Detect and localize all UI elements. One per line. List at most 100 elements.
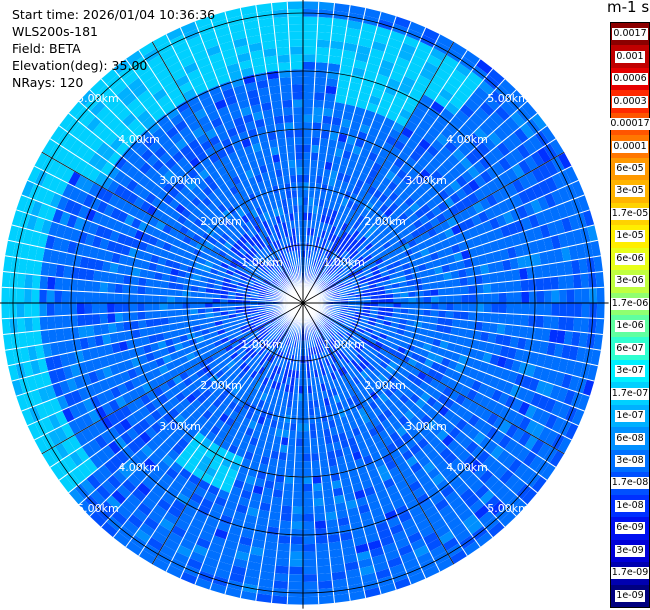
range-gate: [315, 329, 321, 338]
range-gate: [232, 327, 241, 334]
range-gate: [191, 388, 203, 399]
range-gate: [61, 183, 75, 199]
range-gate: [94, 405, 108, 420]
range-gate: [373, 33, 390, 45]
range-gate: [314, 346, 320, 354]
range-gate: [492, 416, 506, 431]
range-gate: [312, 122, 322, 131]
range-gate: [543, 236, 554, 252]
range-gate: [112, 469, 128, 485]
range-gate: [252, 317, 261, 322]
range-gate: [244, 284, 253, 290]
range-gate: [361, 572, 378, 584]
range-gate: [150, 342, 160, 352]
range-gate: [295, 438, 303, 447]
range-gate: [384, 84, 399, 97]
range-gate: [400, 551, 417, 564]
range-gate: [396, 222, 407, 233]
range-gate: [332, 378, 340, 388]
range-gate: [52, 354, 63, 370]
range-gate: [107, 165, 120, 180]
range-gate: [235, 148, 247, 159]
ray-line: [100, 302, 304, 528]
range-gate: [490, 312, 499, 324]
range-gate: [413, 544, 430, 558]
range-gate: [92, 121, 107, 137]
range-gate: [171, 499, 187, 512]
range-gate: [90, 100, 106, 117]
range-gate: [461, 196, 473, 209]
range-gate: [286, 260, 292, 268]
range-gate: [331, 434, 341, 444]
range-gate: [325, 266, 332, 274]
range-gate: [356, 223, 365, 233]
range-gate: [271, 443, 281, 452]
range-gate: [554, 219, 566, 235]
range-gate: [147, 54, 164, 69]
range-gate: [5, 349, 16, 366]
ray-line: [302, 302, 599, 367]
range-gate: [293, 129, 303, 138]
range-gate: [330, 287, 339, 293]
range-gate: [121, 445, 135, 460]
range-gate: [30, 230, 41, 247]
range-gate: [476, 141, 491, 156]
range-gate: [363, 330, 372, 338]
range-gate: [342, 262, 350, 270]
range-gate: [459, 208, 471, 221]
range-gate: [246, 278, 255, 285]
range-gate: [565, 274, 575, 290]
range-gate: [44, 205, 57, 222]
range-gate: [303, 438, 311, 447]
range-gate: [486, 363, 497, 376]
range-gate: [282, 490, 294, 499]
range-gate: [260, 329, 268, 337]
range-gate: [383, 388, 394, 399]
range-gate: [288, 24, 303, 32]
range-gate: [332, 578, 348, 588]
range-gate: [263, 278, 272, 285]
range-gate: [377, 528, 393, 540]
range-gate: [440, 465, 455, 479]
range-gate: [313, 505, 326, 514]
range-gate: [153, 146, 167, 159]
range-gate: [42, 189, 55, 206]
range-gate: [348, 327, 357, 334]
range-gate: [213, 258, 223, 267]
range-gate: [235, 347, 245, 356]
range-gate: [361, 265, 371, 273]
range-gate: [408, 113, 423, 126]
range-gate: [422, 27, 440, 41]
range-gate: [393, 196, 405, 207]
range-gate: [215, 254, 225, 262]
range-gate: [483, 283, 492, 294]
range-gate: [581, 303, 590, 318]
range-gate: [360, 379, 370, 389]
range-gate: [61, 407, 75, 423]
range-gate: [217, 392, 228, 403]
range-gate: [327, 139, 338, 149]
ray-line: [1, 286, 304, 304]
range-gate: [342, 390, 351, 400]
range-gate: [505, 409, 518, 424]
range-gate: [21, 180, 35, 198]
range-gate: [67, 155, 82, 171]
range-gate: [429, 47, 447, 62]
range-gate: [163, 54, 180, 68]
range-gate: [445, 287, 454, 296]
range-gate: [378, 193, 389, 204]
range-gate: [450, 115, 465, 130]
range-gate: [227, 102, 241, 113]
ray-line: [302, 302, 506, 528]
range-gate: [325, 340, 332, 349]
range-gate: [397, 133, 410, 145]
range-gate: [410, 55, 427, 68]
range-gate: [364, 587, 382, 598]
range-gate: [452, 444, 466, 458]
range-gate: [491, 388, 503, 403]
range-gate: [354, 138, 366, 149]
range-gate: [266, 325, 274, 332]
range-gate: [274, 123, 285, 132]
range-gate: [18, 258, 28, 274]
range-gate: [74, 431, 88, 447]
